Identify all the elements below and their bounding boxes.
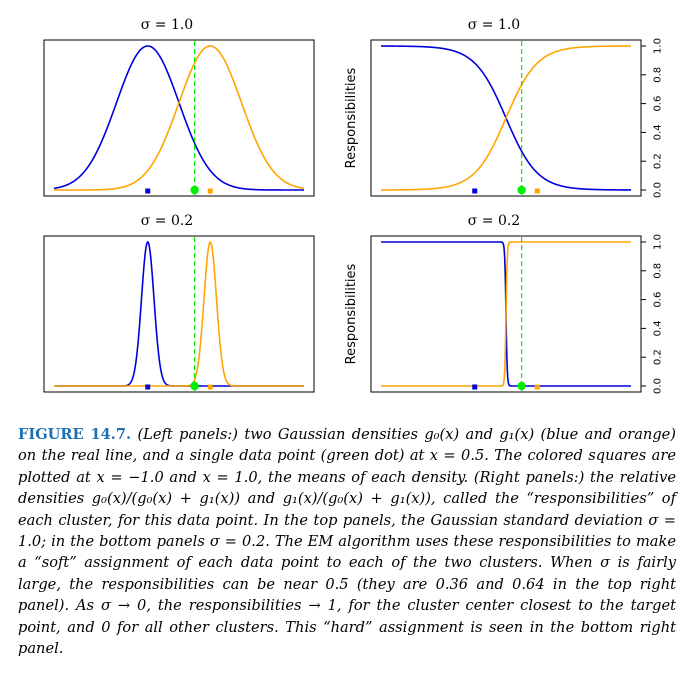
y-tick-label: 0.4 [653, 320, 664, 336]
panel-title: σ = 1.0 [468, 17, 520, 33]
panel-title: σ = 0.2 [468, 213, 520, 229]
panel-top-right: σ = 1.0 Responsibilities 0.0 0.2 0.4 0.6 0.8… [344, 17, 664, 198]
plot-frame [43, 39, 315, 197]
y-tick-label: 0.2 [653, 153, 664, 169]
y-tick-label: 0.2 [653, 349, 664, 365]
y-axis-label: Responsibilities [344, 263, 359, 364]
y-axis-ticks: 0.0 0.2 0.4 0.6 0.8 1.0 [641, 234, 664, 394]
y-tick-label: 0.0 [653, 182, 664, 198]
series-blue-curve [53, 45, 304, 191]
y-axis-ticks: 0.0 0.2 0.4 0.6 0.8 1.0 [641, 38, 664, 198]
mean-square-blue [145, 188, 151, 194]
mean-square-orange [534, 188, 540, 194]
series-orange-curve [54, 240, 304, 387]
mean-square-blue [145, 384, 151, 390]
mean-square-orange [534, 384, 540, 390]
caption-label: FIGURE 14.7. [18, 426, 132, 443]
plot-area [53, 41, 305, 195]
y-tick-label: 0.8 [653, 67, 664, 83]
mean-square-orange [207, 384, 213, 390]
plot-area [54, 237, 304, 391]
data-point-dot [190, 185, 199, 195]
y-tick-label: 1.0 [653, 38, 664, 54]
series-blue-curve [54, 240, 304, 387]
y-axis-label: Responsibilities [344, 67, 359, 168]
data-point-dot [190, 381, 199, 391]
panel-bottom-left: σ = 0.2 [43, 213, 315, 393]
mean-square-orange [207, 188, 213, 194]
mean-square-blue [472, 188, 478, 194]
series-orange-curve [381, 241, 631, 387]
data-point-dot [517, 381, 526, 391]
series-orange-curve [54, 45, 305, 191]
y-tick-label: 0.6 [653, 96, 664, 112]
figure-14-7: σ = 1.0 σ = 1.0 Responsibilities 0.0 0.2 0… [43, 17, 664, 394]
y-tick-label: 0.0 [653, 378, 664, 394]
plot-frame [370, 235, 642, 393]
plot-area [381, 41, 631, 195]
series-orange-curve [381, 45, 631, 191]
caption-text: (Left panels:) two Gaussian densities g₀… [18, 426, 676, 658]
panel-bottom-right: σ = 0.2 Responsibilities 0.0 0.2 0.4 0.6 0.8… [344, 213, 664, 394]
plot-frame [370, 39, 642, 197]
data-point-dot [517, 185, 526, 195]
y-tick-label: 0.6 [653, 292, 664, 308]
panel-title: σ = 0.2 [141, 213, 193, 229]
panel-top-left: σ = 1.0 [43, 17, 315, 197]
y-tick-label: 0.4 [653, 124, 664, 140]
plot-area [381, 237, 631, 391]
panel-title: σ = 1.0 [141, 17, 193, 33]
mean-square-blue [472, 384, 478, 390]
figure-caption: FIGURE 14.7. (Left panels:) two Gaussian… [18, 424, 676, 659]
y-tick-label: 1.0 [653, 234, 664, 250]
y-tick-label: 0.8 [653, 263, 664, 279]
plot-frame [43, 235, 315, 393]
